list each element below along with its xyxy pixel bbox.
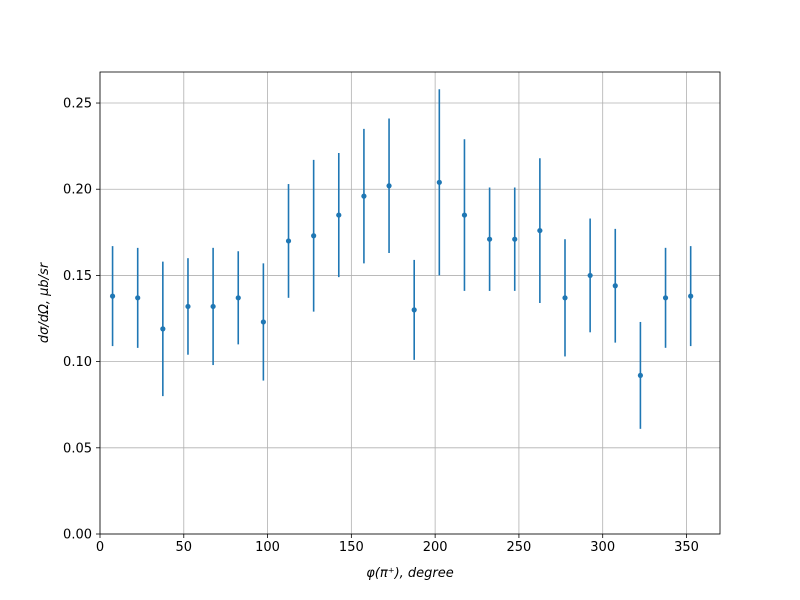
- data-point: [486, 236, 493, 242]
- data-point: [537, 227, 543, 234]
- data-point: [436, 179, 442, 185]
- y-tick-label: 0.00: [63, 528, 92, 543]
- y-tick-label: 0.10: [63, 355, 92, 370]
- data-point: [461, 212, 468, 218]
- x-axis-label: φ(π⁺), degree: [366, 566, 454, 581]
- data-point: [386, 183, 392, 189]
- y-tick-label: 0.25: [63, 97, 92, 112]
- y-tick-label: 0.15: [63, 269, 92, 284]
- data-point: [512, 236, 518, 242]
- data-point: [361, 193, 367, 199]
- data-point: [587, 272, 593, 279]
- data-point: [662, 295, 669, 301]
- data-point: [160, 326, 166, 332]
- y-axis-label: dσ/dΩ, μb/sr: [37, 261, 52, 343]
- x-tick-label: 300: [590, 540, 615, 555]
- data-point: [109, 293, 116, 299]
- grid-layer: [99, 72, 720, 535]
- x-tick-label: 0: [96, 540, 104, 555]
- data-point: [185, 303, 191, 310]
- data-point: [260, 319, 266, 325]
- plot-frame: [99, 71, 721, 535]
- data-point: [235, 295, 241, 301]
- data-point: [411, 307, 417, 313]
- data-point: [135, 295, 141, 301]
- data-point: [210, 303, 216, 310]
- x-tick-label: 350: [674, 540, 699, 555]
- x-tick-label: 150: [339, 540, 364, 555]
- x-tick-label: 200: [423, 540, 448, 555]
- data-point: [612, 283, 618, 289]
- data-point: [562, 295, 568, 301]
- data-point: [285, 238, 292, 244]
- x-tick-label: 50: [176, 540, 193, 555]
- data-point: [688, 293, 694, 299]
- x-tick-label: 250: [507, 540, 532, 555]
- y-tick-label: 0.20: [63, 183, 92, 198]
- y-tick-label: 0.05: [63, 441, 92, 456]
- data-point: [311, 233, 317, 239]
- x-tick-label: 100: [255, 540, 280, 555]
- data-point: [637, 372, 644, 379]
- data-point: [336, 212, 342, 218]
